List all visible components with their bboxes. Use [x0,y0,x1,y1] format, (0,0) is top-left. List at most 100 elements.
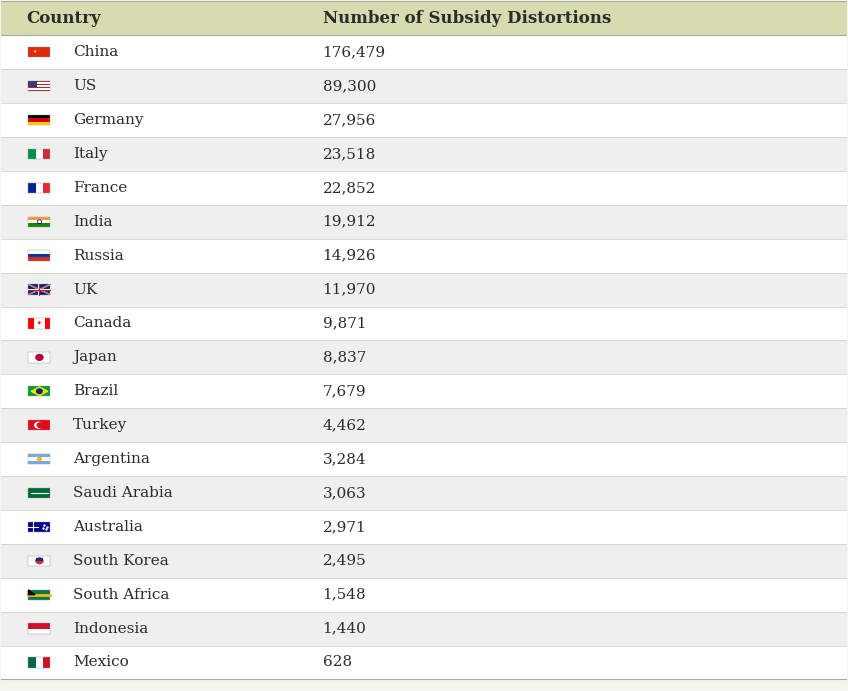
FancyBboxPatch shape [43,182,50,193]
FancyBboxPatch shape [29,223,50,227]
Text: India: India [73,215,113,229]
Circle shape [36,389,42,394]
Text: Argentina: Argentina [73,452,150,466]
FancyBboxPatch shape [29,319,34,329]
FancyBboxPatch shape [29,589,50,600]
FancyBboxPatch shape [29,251,50,254]
Text: 2,971: 2,971 [322,520,366,534]
FancyBboxPatch shape [2,612,846,645]
FancyBboxPatch shape [29,352,50,363]
Text: 1,440: 1,440 [322,622,366,636]
Text: 8,837: 8,837 [322,350,366,364]
FancyBboxPatch shape [2,137,846,171]
FancyBboxPatch shape [36,657,43,668]
Text: 89,300: 89,300 [322,79,376,93]
FancyBboxPatch shape [29,657,36,668]
FancyBboxPatch shape [29,522,50,532]
Text: 11,970: 11,970 [322,283,376,296]
FancyBboxPatch shape [43,149,50,159]
Text: Japan: Japan [73,350,117,364]
FancyBboxPatch shape [2,544,846,578]
Text: Russia: Russia [73,249,124,263]
FancyBboxPatch shape [36,182,43,193]
FancyBboxPatch shape [2,442,846,476]
Circle shape [37,457,42,461]
Text: 2,495: 2,495 [322,553,366,568]
FancyBboxPatch shape [2,69,846,103]
FancyBboxPatch shape [2,205,846,238]
FancyBboxPatch shape [29,254,50,257]
FancyBboxPatch shape [2,103,846,137]
FancyBboxPatch shape [2,35,846,69]
FancyBboxPatch shape [29,118,50,122]
Text: 3,063: 3,063 [322,486,366,500]
FancyBboxPatch shape [29,457,50,461]
Text: US: US [73,79,97,93]
Text: 14,926: 14,926 [322,249,377,263]
FancyBboxPatch shape [29,285,50,295]
Text: Number of Subsidy Distortions: Number of Subsidy Distortions [322,10,611,27]
FancyBboxPatch shape [29,182,36,193]
FancyBboxPatch shape [29,82,50,84]
FancyBboxPatch shape [29,216,50,220]
FancyBboxPatch shape [29,88,50,90]
FancyBboxPatch shape [45,319,50,329]
FancyBboxPatch shape [43,657,50,668]
FancyBboxPatch shape [29,454,50,457]
Circle shape [37,423,43,428]
Polygon shape [29,590,35,595]
Circle shape [36,354,43,360]
Text: 4,462: 4,462 [322,418,366,432]
FancyBboxPatch shape [2,238,846,273]
FancyBboxPatch shape [29,122,50,125]
Text: 27,956: 27,956 [322,113,376,127]
FancyBboxPatch shape [2,1,846,35]
FancyBboxPatch shape [29,488,50,498]
Text: 3,284: 3,284 [322,452,366,466]
Text: 176,479: 176,479 [322,45,386,59]
Text: 23,518: 23,518 [322,147,376,161]
Text: UK: UK [73,283,98,296]
Text: 7,679: 7,679 [322,384,366,398]
Text: Indonesia: Indonesia [73,622,148,636]
Text: Saudi Arabia: Saudi Arabia [73,486,173,500]
FancyBboxPatch shape [34,319,45,329]
FancyBboxPatch shape [2,510,846,544]
FancyBboxPatch shape [2,307,846,341]
FancyBboxPatch shape [2,273,846,307]
FancyBboxPatch shape [2,476,846,510]
Text: Australia: Australia [73,520,143,534]
FancyBboxPatch shape [29,420,50,430]
FancyBboxPatch shape [29,149,36,159]
Text: Country: Country [27,10,102,27]
FancyBboxPatch shape [2,408,846,442]
FancyBboxPatch shape [29,461,50,464]
Text: China: China [73,45,119,59]
Text: Canada: Canada [73,316,131,330]
Circle shape [36,558,43,564]
Text: 19,912: 19,912 [322,215,377,229]
FancyBboxPatch shape [2,171,846,205]
FancyBboxPatch shape [36,558,43,561]
FancyBboxPatch shape [29,257,50,261]
Text: 1,548: 1,548 [322,587,366,602]
Text: 22,852: 22,852 [322,181,376,195]
FancyBboxPatch shape [29,81,50,91]
Text: 628: 628 [322,656,352,670]
Text: ✦: ✦ [37,321,42,326]
FancyBboxPatch shape [2,375,846,408]
Text: Mexico: Mexico [73,656,129,670]
FancyBboxPatch shape [2,341,846,375]
Text: 9,871: 9,871 [322,316,366,330]
Text: South Africa: South Africa [73,587,170,602]
FancyBboxPatch shape [29,81,37,86]
Circle shape [35,422,42,428]
FancyBboxPatch shape [36,149,43,159]
FancyBboxPatch shape [29,86,50,87]
FancyBboxPatch shape [29,629,50,634]
FancyBboxPatch shape [29,47,50,57]
FancyBboxPatch shape [29,386,50,397]
FancyBboxPatch shape [2,578,846,612]
FancyBboxPatch shape [29,556,50,566]
Text: South Korea: South Korea [73,553,169,568]
